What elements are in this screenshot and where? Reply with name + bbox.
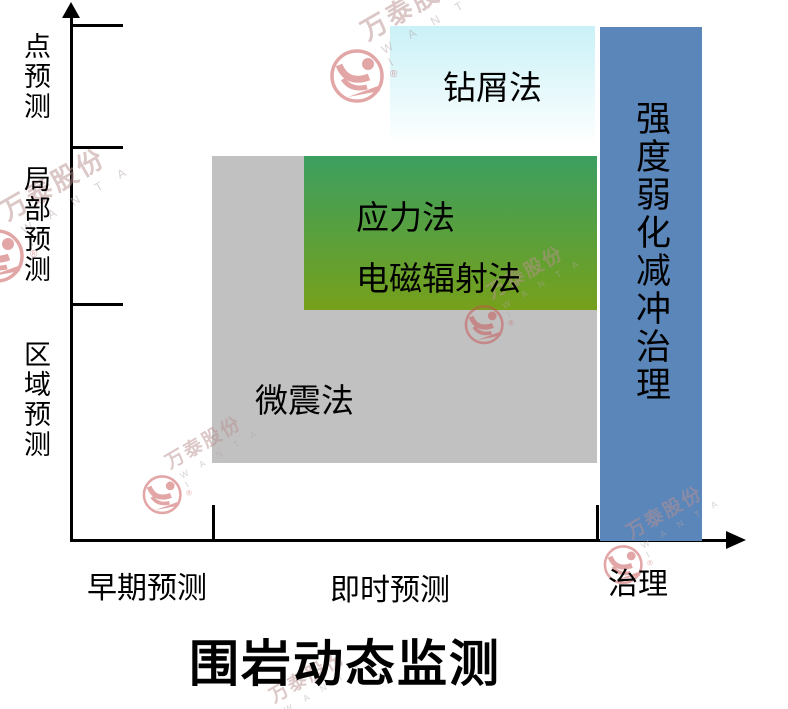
diagram-title: 围岩动态监测: [189, 636, 501, 692]
y-axis-tick: [71, 303, 123, 306]
x-axis-line: [70, 539, 728, 542]
region-treatment-bar: [600, 27, 702, 541]
x-axis-tick: [596, 505, 599, 539]
label-treatment-bar: 强度弱化减冲治理: [631, 100, 670, 404]
region-drill-cuttings: [390, 26, 595, 143]
y-axis-label-local-prediction: 局部预测: [20, 165, 50, 285]
x-axis-label-early-prediction: 早期预测: [87, 572, 207, 605]
y-axis-line: [70, 14, 73, 541]
registered-mark: ®: [647, 559, 653, 568]
x-axis-label-realtime-prediction: 即时预测: [330, 574, 450, 607]
y-axis-label-region-prediction: 区域预测: [20, 340, 50, 460]
label-stress-method: 应力法: [356, 201, 455, 237]
registered-mark: ®: [186, 489, 192, 498]
x-axis-label-treatment: 治理: [608, 568, 668, 601]
x-axis-arrowhead-icon: [726, 531, 746, 549]
y-axis-tick: [71, 24, 123, 27]
y-axis-label-point-prediction: 点预测: [20, 32, 50, 122]
label-microseismic-method: 微震法: [255, 384, 354, 420]
label-electromagnetic-method: 电磁辐射法: [356, 262, 521, 298]
y-axis-arrowhead-icon: [62, 2, 80, 18]
watermark: ® 万泰股份 W A N T A I: [245, 646, 391, 709]
wantai-logo-icon: [142, 475, 182, 515]
y-axis-tick: [71, 146, 123, 149]
x-axis-tick: [212, 505, 215, 539]
label-drill-cuttings-method: 钻屑法: [443, 71, 542, 107]
wantai-logo-icon: [330, 49, 384, 103]
region-stress-em: [304, 156, 597, 310]
